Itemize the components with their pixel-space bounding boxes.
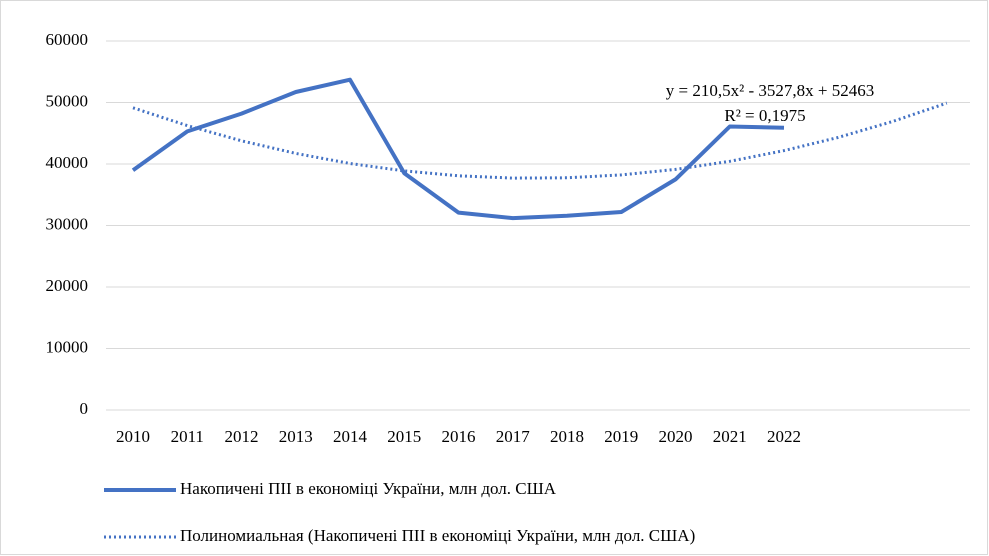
legend-label: Накопичені ПІІ в економіці України, млн … xyxy=(180,479,557,498)
x-tick-label: 2020 xyxy=(659,427,693,446)
y-tick-label: 10000 xyxy=(46,337,89,356)
trend-line xyxy=(132,101,948,180)
data-line xyxy=(131,77,785,221)
x-tick-label: 2011 xyxy=(171,427,204,446)
x-tick-label: 2021 xyxy=(713,427,747,446)
y-tick-label: 50000 xyxy=(46,91,89,110)
x-tick-label: 2015 xyxy=(387,427,421,446)
x-tick-label: 2012 xyxy=(225,427,259,446)
trend-r-squared: R² = 0,1975 xyxy=(724,106,805,125)
legend-label: Полиномиальная (Накопичені ПІІ в економі… xyxy=(180,526,695,545)
x-tick-label: 2013 xyxy=(279,427,313,446)
x-tick-label: 2018 xyxy=(550,427,584,446)
y-tick-label: 60000 xyxy=(46,30,89,49)
trend-equation: y = 210,5x² - 3527,8x + 52463 xyxy=(666,81,874,100)
x-tick-label: 2010 xyxy=(116,427,150,446)
x-tick-label: 2016 xyxy=(442,427,476,446)
y-tick-label: 40000 xyxy=(46,153,89,172)
x-tick-label: 2022 xyxy=(767,427,801,446)
y-tick-label: 0 xyxy=(80,399,89,418)
x-tick-label: 2019 xyxy=(604,427,638,446)
y-tick-label: 30000 xyxy=(46,214,89,233)
x-tick-label: 2014 xyxy=(333,427,368,446)
x-tick-label: 2017 xyxy=(496,427,531,446)
y-tick-label: 20000 xyxy=(46,276,89,295)
